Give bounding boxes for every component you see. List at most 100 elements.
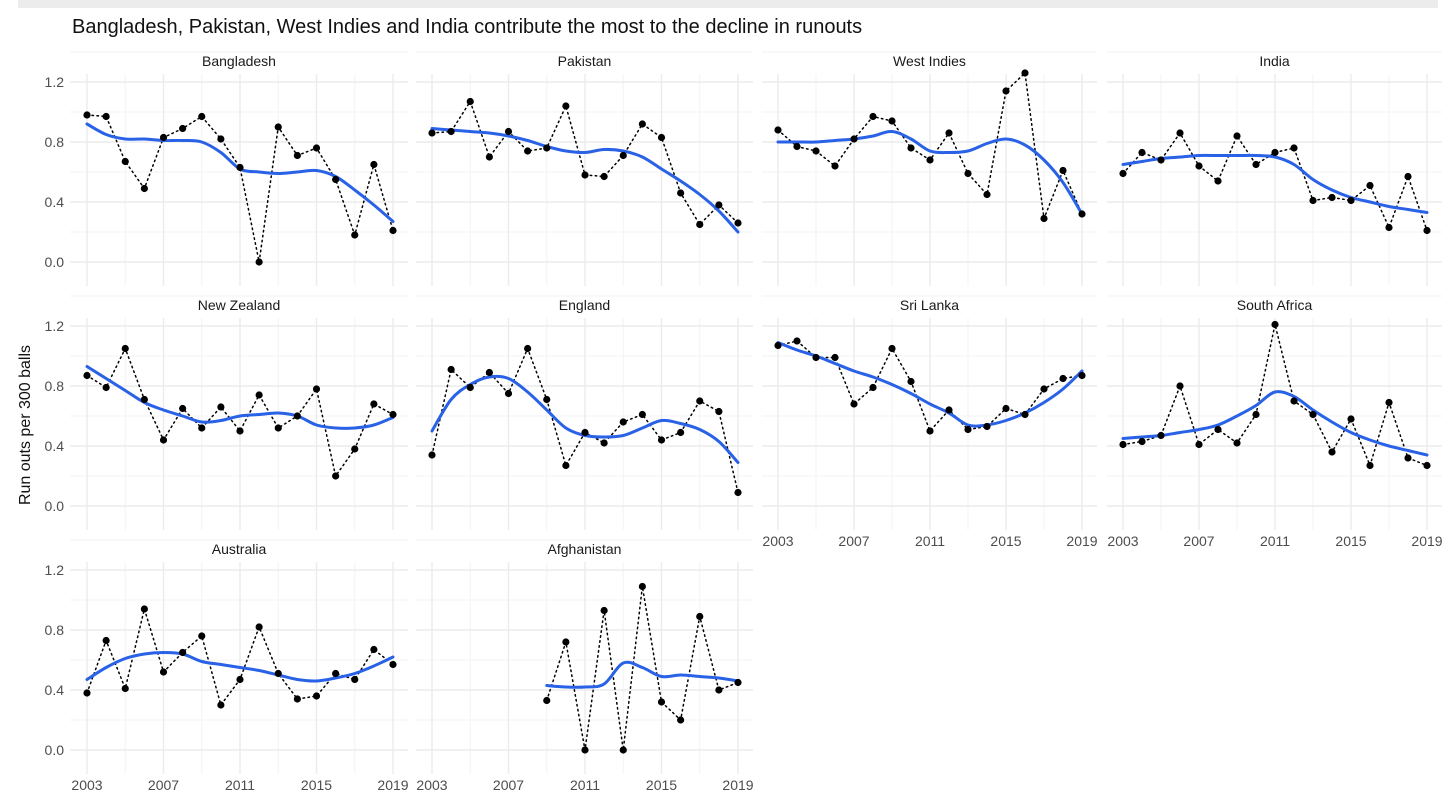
data-point [600, 172, 608, 181]
panel-new-zealand: New Zealand 0.0 0.4 0.8 1.2 [45, 295, 408, 530]
data-point [370, 645, 378, 654]
x-tick-label: 2011 [915, 533, 945, 549]
data-point [964, 169, 972, 178]
data-point [274, 424, 282, 432]
data-point [869, 112, 877, 121]
x-tick-label: 2011 [1260, 533, 1290, 549]
data-point [236, 675, 244, 684]
data-point [198, 424, 206, 432]
data-point [485, 153, 493, 161]
panel-pakistan: Pakistan [416, 51, 753, 286]
series-line-dotted [777, 340, 1083, 433]
data-point [428, 451, 436, 459]
panel-south-africa: South Africa 2003 2007 2011 2015 2019 [1107, 295, 1443, 549]
x-tick-label: 2015 [1335, 533, 1366, 549]
data-point [696, 397, 704, 405]
data-point [888, 344, 896, 353]
data-point [619, 151, 627, 160]
data-point [332, 669, 340, 678]
data-point [159, 133, 168, 142]
data-point [466, 383, 474, 392]
panel-india: India [1107, 51, 1442, 286]
data-point [102, 112, 110, 121]
x-tick-label: 2011 [570, 777, 600, 793]
data-point [1347, 415, 1355, 423]
data-point [121, 157, 129, 166]
data-point [869, 383, 877, 392]
data-point [351, 445, 359, 453]
x-tick-label: 2011 [225, 777, 255, 793]
data-point [293, 412, 301, 420]
data-point [1078, 210, 1086, 218]
data-point [581, 428, 589, 437]
panel-label-england: England [559, 297, 610, 313]
data-point [140, 605, 148, 613]
data-point [945, 406, 953, 414]
data-point [1271, 320, 1279, 329]
panel-sri-lanka: Sri Lanka 2003 2007 2011 2015 2019 [762, 295, 1098, 549]
panel-label-south-africa: South Africa [1237, 297, 1313, 313]
data-point [677, 189, 685, 197]
data-point [543, 696, 551, 705]
series-line-dotted [546, 586, 739, 751]
data-point [332, 175, 340, 184]
data-point [1385, 223, 1393, 232]
trend-line [545, 660, 740, 689]
data-point [140, 184, 148, 193]
data-point [1078, 371, 1086, 380]
data-point [159, 668, 168, 676]
x-tick-label: 2019 [1066, 533, 1097, 549]
data-point [1002, 87, 1010, 95]
data-point [619, 418, 627, 426]
data-point [562, 102, 570, 110]
x-tick-label: 2007 [1183, 533, 1214, 549]
data-point [179, 648, 187, 657]
panel-label-bangladesh: Bangladesh [202, 53, 276, 69]
data-point [198, 112, 206, 121]
trend-line [776, 341, 1084, 428]
chart-title: Bangladesh, Pakistan, West Indies and In… [72, 16, 863, 38]
data-point [332, 472, 340, 480]
data-point [907, 144, 915, 152]
trend-line [1121, 153, 1429, 214]
data-point [1176, 129, 1184, 137]
trend-line [430, 127, 740, 234]
x-tick-label: 2019 [722, 777, 753, 793]
data-point [1157, 431, 1165, 440]
data-point [657, 436, 666, 444]
trend-line [85, 365, 395, 430]
data-point [677, 716, 685, 724]
data-point [447, 365, 455, 374]
panel-west-indies: West Indies [762, 51, 1097, 286]
data-point [1021, 69, 1029, 77]
data-point [312, 144, 321, 152]
data-point [1328, 193, 1336, 202]
data-point [1423, 226, 1431, 235]
data-point [1138, 437, 1146, 446]
data-point [293, 151, 301, 160]
y-tick-label: 1.2 [45, 74, 65, 90]
data-point [793, 337, 801, 345]
data-point [812, 353, 820, 362]
data-point [1233, 439, 1241, 447]
data-point [140, 395, 148, 404]
y-tick-label: 1.2 [45, 318, 65, 334]
data-point [638, 120, 646, 128]
data-point [715, 407, 723, 416]
y-tick-label: 1.2 [45, 562, 65, 578]
data-point [696, 612, 704, 621]
data-point [504, 389, 513, 398]
data-point [504, 127, 513, 136]
data-point [543, 144, 551, 152]
data-point [1385, 398, 1393, 407]
data-point [581, 746, 589, 754]
data-point [888, 117, 896, 125]
data-point [831, 162, 839, 170]
data-point [638, 582, 646, 591]
x-tick-label: 2003 [762, 533, 793, 549]
data-point [715, 686, 723, 694]
data-point [1423, 461, 1431, 470]
x-tick-label: 2003 [416, 777, 447, 793]
data-point [657, 133, 666, 142]
